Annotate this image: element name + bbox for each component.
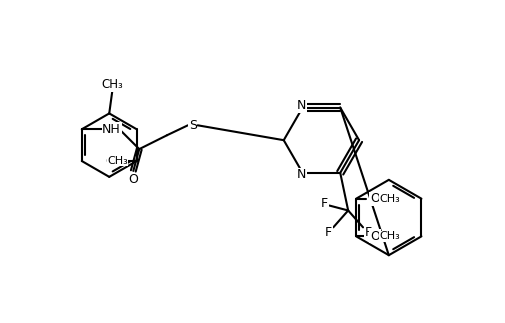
Text: F: F	[325, 226, 332, 239]
Text: CH₃: CH₃	[379, 194, 400, 204]
Text: N: N	[297, 99, 306, 112]
Text: CH₃: CH₃	[102, 78, 123, 91]
Text: O: O	[105, 154, 115, 168]
Text: O: O	[370, 192, 380, 205]
Text: NH: NH	[102, 123, 121, 136]
Text: CH₃: CH₃	[379, 231, 400, 241]
Text: O: O	[370, 230, 380, 243]
Text: O: O	[128, 173, 138, 186]
Text: S: S	[189, 119, 197, 132]
Text: F: F	[365, 226, 372, 239]
Text: F: F	[321, 197, 328, 210]
Text: CH₃: CH₃	[107, 156, 128, 166]
Text: N: N	[297, 168, 306, 181]
